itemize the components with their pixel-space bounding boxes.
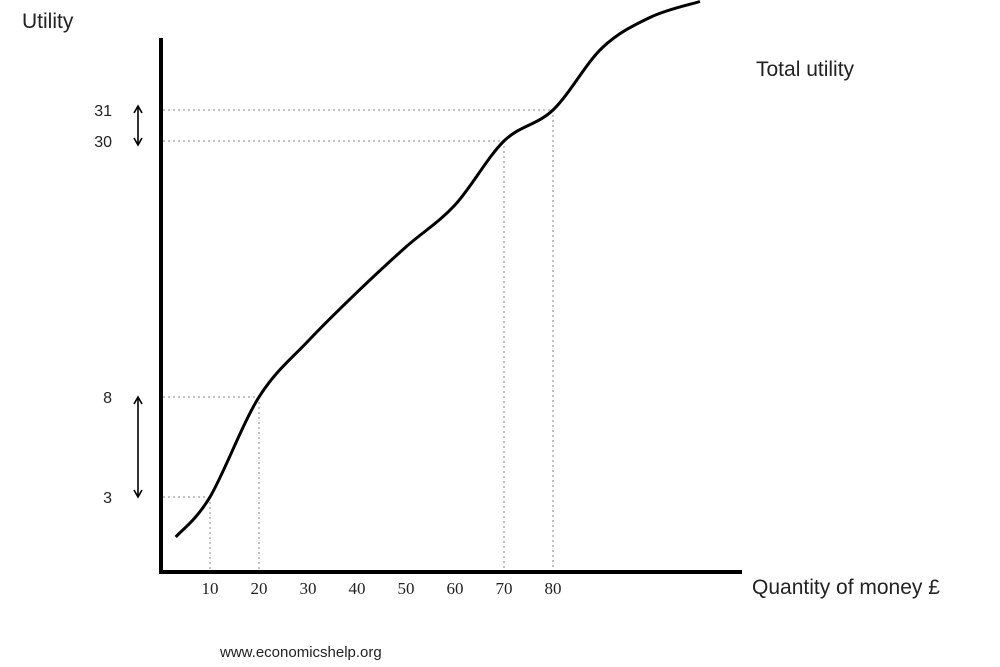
y-tick-8: 8 [103, 390, 112, 407]
x-tick-50: 50 [398, 579, 415, 598]
x-tick-labels: 10 20 30 40 50 60 70 80 [202, 579, 562, 598]
y-tick-3: 3 [103, 490, 112, 507]
x-tick-10: 10 [202, 579, 219, 598]
total-utility-curve [174, 0, 701, 539]
x-tick-20: 20 [251, 579, 268, 598]
y-axis-title: Utility [22, 10, 74, 33]
utility-change-arrows [133, 104, 143, 499]
x-tick-80: 80 [545, 579, 562, 598]
series-label-total-utility: Total utility [756, 58, 855, 81]
x-tick-30: 30 [300, 579, 317, 598]
x-tick-70: 70 [496, 579, 513, 598]
x-tick-40: 40 [349, 579, 366, 598]
y-tick-30: 30 [94, 134, 112, 151]
arrow-30-31 [133, 104, 143, 147]
guide-lines [163, 109, 554, 570]
x-tick-60: 60 [447, 579, 464, 598]
source-credit: www.economicshelp.org [219, 644, 382, 661]
y-tick-31: 31 [94, 103, 112, 120]
arrow-3-8 [133, 395, 143, 499]
x-axis-title: Quantity of money £ [752, 576, 940, 599]
y-tick-labels: 3 8 30 31 [94, 103, 112, 507]
